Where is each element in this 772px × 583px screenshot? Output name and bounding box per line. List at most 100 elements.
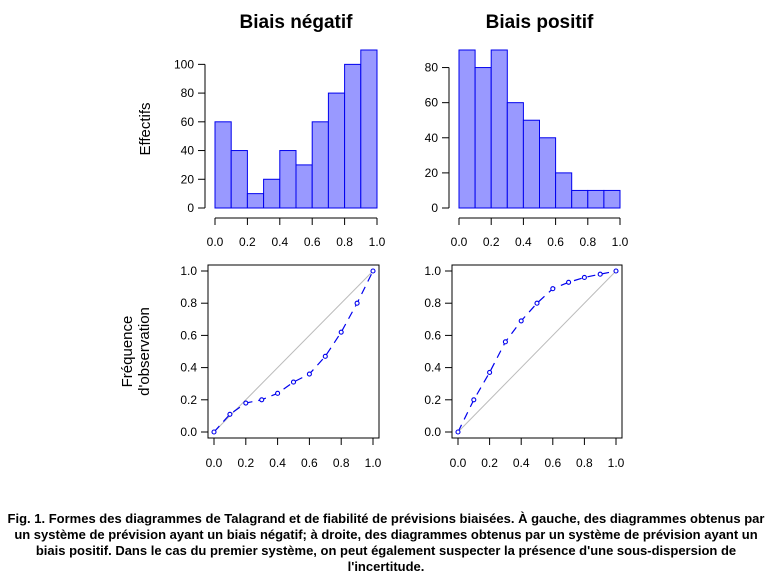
x-tick-label: 0.0 <box>206 456 223 470</box>
histogram-negative-bias: Biais négatif 0.0 0.2 0.4 0.6 0.8 1.0 0 20 40 60 80… <box>137 12 386 249</box>
data-point <box>566 279 572 285</box>
data-point <box>581 274 587 280</box>
histogram-bar <box>327 92 346 209</box>
histogram-positive-bias: Biais positif 0.0 0.2 0.4 0.6 0.8 1.0 0 20 40 60 80 <box>425 12 629 249</box>
x-tick-label: 0.2 <box>483 235 500 249</box>
histogram-bar <box>587 189 605 209</box>
histogram-bar <box>344 63 362 209</box>
y-tick-label: 1.0 <box>424 264 441 278</box>
data-point <box>597 271 603 277</box>
y-tick-label: 80 <box>425 61 439 75</box>
x-tick-label: 0.6 <box>304 235 321 249</box>
histogram-bar <box>311 121 329 209</box>
x-tick-label: 1.0 <box>608 456 625 470</box>
histogram-bar <box>490 49 508 209</box>
x-tick-label: 0.6 <box>544 456 561 470</box>
x-tick-label: 1.0 <box>369 235 386 249</box>
y-tick-label: 80 <box>181 86 195 100</box>
y-tick-label: 60 <box>425 96 439 110</box>
x-tick-label: 1.0 <box>365 456 382 470</box>
data-point <box>290 379 297 385</box>
data-point <box>534 300 540 306</box>
y-tick-label: 1.0 <box>180 264 197 278</box>
x-tick-label: 0.4 <box>513 456 530 470</box>
x-tick-label: 0.2 <box>481 456 498 470</box>
y-tick-label: 60 <box>181 115 195 129</box>
x-tick-label: 0.0 <box>451 235 468 249</box>
data-point <box>487 369 493 375</box>
reliability-positive-bias: 0.0 0.2 0.4 0.6 0.8 1.0 0.0 0.2 0.4 0.6 0.8 1.0 <box>424 264 624 470</box>
y-tick-label: 0.2 <box>424 393 441 407</box>
histogram-bar <box>539 137 557 209</box>
histogram-bar <box>214 121 232 209</box>
histogram-bar <box>279 150 297 209</box>
x-tick-label: 0.8 <box>579 235 596 249</box>
data-point <box>613 268 619 274</box>
figure: Biais négatif 0.0 0.2 0.4 0.6 0.8 1.0 0 20 40 60 80… <box>119 12 629 470</box>
y-tick-label: 0.2 <box>180 393 197 407</box>
y-tick-label: 20 <box>181 172 195 186</box>
histogram-bar <box>555 172 573 209</box>
y-axis-label-line: Fréquence <box>119 316 136 388</box>
data-point <box>455 429 461 435</box>
histogram-bar <box>246 193 265 209</box>
data-point <box>306 371 312 377</box>
x-tick-label: 0.6 <box>547 235 564 249</box>
x-tick-label: 0.0 <box>450 456 467 470</box>
figure-caption: Fig. 1. Formes des diagrammes de Talagra… <box>7 511 765 574</box>
data-point <box>502 339 508 345</box>
y-tick-label: 0.8 <box>180 296 197 310</box>
x-tick-label: 0.8 <box>576 456 593 470</box>
x-tick-label: 1.0 <box>612 235 629 249</box>
perfect-reliability-diagonal <box>213 270 374 433</box>
data-point <box>550 286 556 292</box>
y-tick-label: 0.8 <box>424 296 441 310</box>
reliability-curve <box>457 270 617 433</box>
y-tick-label: 0 <box>187 201 194 215</box>
chart-title: Biais positif <box>486 12 594 33</box>
y-tick-label: 20 <box>425 166 439 180</box>
reliability-negative-bias: 0.0 0.2 0.4 0.6 0.8 1.0 0.0 0.2 0.4 0.6 0.8 1.0 Fréq… <box>119 264 382 470</box>
x-tick-label: 0.0 <box>207 235 224 249</box>
histogram-bar <box>230 150 248 209</box>
data-point <box>227 411 233 417</box>
data-point <box>322 353 328 359</box>
plot-frame <box>207 264 380 439</box>
histogram-bar <box>522 119 541 209</box>
x-tick-label: 0.4 <box>269 456 286 470</box>
x-tick-label: 0.4 <box>515 235 532 249</box>
data-point <box>338 329 344 335</box>
y-tick-label: 0.0 <box>180 425 197 439</box>
y-axis-label: Effectifs <box>137 102 154 155</box>
plot-frame <box>451 264 623 439</box>
data-point <box>370 268 376 274</box>
histogram-bar <box>360 49 378 209</box>
y-tick-label: 0.6 <box>424 328 441 342</box>
data-point <box>243 400 249 406</box>
y-tick-label: 0.6 <box>180 328 197 342</box>
chart-title: Biais négatif <box>240 12 354 33</box>
y-axis-label: Fréquenced'observation <box>119 307 153 396</box>
x-tick-label: 0.2 <box>237 456 254 470</box>
y-tick-label: 0.0 <box>424 425 441 439</box>
x-tick-label: 0.4 <box>271 235 288 249</box>
x-tick-label: 0.6 <box>301 456 318 470</box>
y-tick-label: 0.4 <box>180 361 197 375</box>
perfect-reliability-diagonal <box>457 270 617 433</box>
histogram-bar <box>603 189 621 209</box>
histogram-bar <box>263 178 281 209</box>
x-tick-label: 0.2 <box>239 235 256 249</box>
histogram-bar <box>474 67 492 209</box>
y-tick-label: 100 <box>174 57 194 71</box>
x-tick-label: 0.8 <box>336 235 353 249</box>
y-tick-label: 0 <box>431 201 438 215</box>
y-tick-label: 0.4 <box>424 361 441 375</box>
histogram-bar <box>506 102 524 209</box>
y-axis-label-line: d'observation <box>136 307 153 396</box>
data-point <box>471 397 477 403</box>
data-point <box>518 318 524 324</box>
y-tick-label: 40 <box>181 144 195 158</box>
histogram-bar <box>571 189 589 209</box>
histogram-bar <box>458 49 476 209</box>
x-tick-label: 0.8 <box>333 456 350 470</box>
